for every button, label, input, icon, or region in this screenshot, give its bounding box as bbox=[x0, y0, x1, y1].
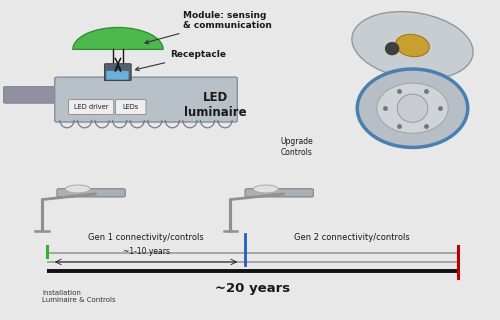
Ellipse shape bbox=[396, 34, 430, 57]
FancyBboxPatch shape bbox=[68, 100, 114, 115]
FancyBboxPatch shape bbox=[106, 71, 128, 80]
Text: LEDs: LEDs bbox=[122, 104, 139, 110]
FancyBboxPatch shape bbox=[104, 64, 131, 81]
Text: Module: sensing
& communication: Module: sensing & communication bbox=[145, 11, 272, 44]
Circle shape bbox=[386, 42, 399, 55]
Ellipse shape bbox=[377, 83, 448, 133]
Ellipse shape bbox=[357, 69, 468, 148]
Text: Receptacle: Receptacle bbox=[136, 51, 226, 71]
Text: Gen 2 connectivity/controls: Gen 2 connectivity/controls bbox=[294, 233, 410, 242]
Text: LED
luminaire: LED luminaire bbox=[184, 91, 246, 119]
FancyBboxPatch shape bbox=[116, 100, 146, 115]
FancyBboxPatch shape bbox=[57, 189, 126, 197]
Text: ~1-10 years: ~1-10 years bbox=[122, 247, 170, 256]
FancyBboxPatch shape bbox=[54, 77, 238, 122]
Text: Installation
Luminaire & Controls: Installation Luminaire & Controls bbox=[42, 290, 116, 303]
Text: LED driver: LED driver bbox=[74, 104, 108, 110]
Text: Gen 1 connectivity/controls: Gen 1 connectivity/controls bbox=[88, 233, 204, 242]
Circle shape bbox=[397, 94, 428, 122]
FancyBboxPatch shape bbox=[3, 87, 70, 103]
Wedge shape bbox=[73, 28, 163, 49]
FancyBboxPatch shape bbox=[245, 189, 314, 197]
Text: ~20 years: ~20 years bbox=[215, 282, 290, 295]
Circle shape bbox=[254, 185, 278, 193]
Circle shape bbox=[66, 185, 90, 193]
Ellipse shape bbox=[352, 12, 473, 79]
Text: Upgrade
Controls: Upgrade Controls bbox=[280, 138, 314, 157]
